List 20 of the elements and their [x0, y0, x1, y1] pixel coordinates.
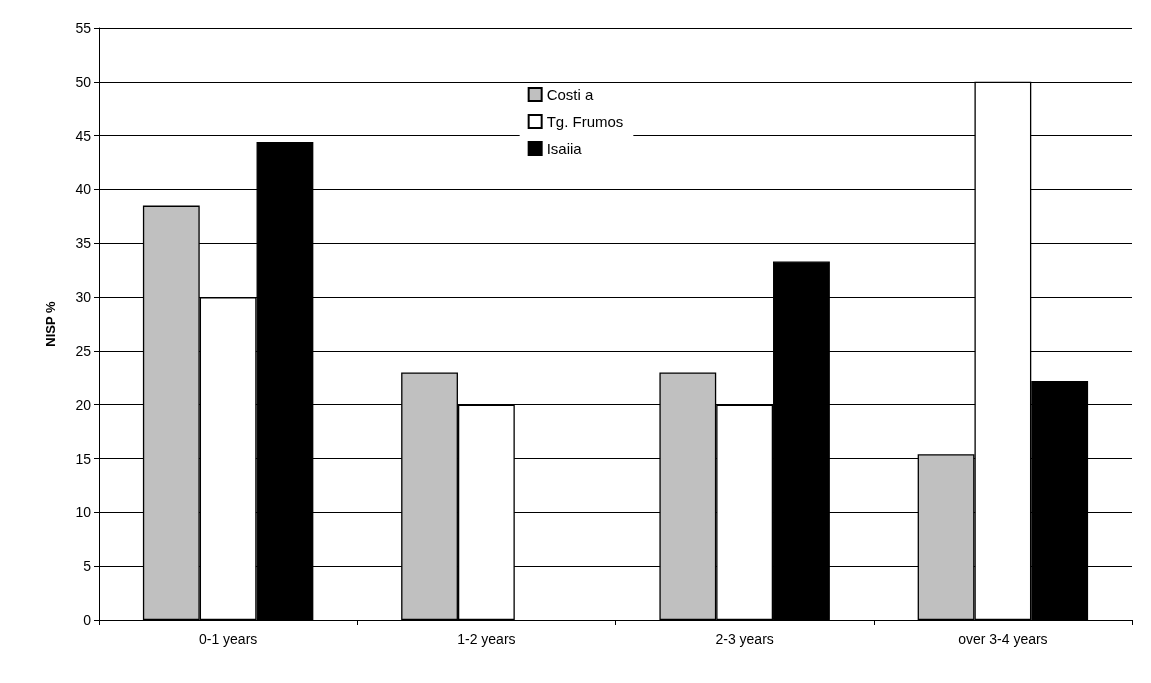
y-tick-label: 5	[83, 558, 92, 575]
y-tick-label: 45	[75, 127, 92, 144]
y-tick-label: 40	[75, 181, 92, 198]
legend-label: Isaiia	[546, 140, 583, 157]
legend-label: Tg. Frumos	[546, 113, 624, 130]
x-tick-label: 2-3 years	[715, 631, 774, 647]
x-tick-label: over 3-4 years	[958, 631, 1048, 647]
y-tick-label: 0	[83, 612, 92, 628]
y-tick-label: 55	[75, 20, 92, 36]
y-tick-label: 10	[75, 504, 92, 521]
x-tick-label: 0-1 years	[198, 631, 258, 647]
y-axis-title: NISP %	[43, 300, 58, 347]
y-tick-label: 15	[75, 450, 92, 467]
y-tick-label: 50	[75, 73, 92, 90]
y-tick-label: 35	[75, 235, 92, 252]
legend-label: Costi a	[546, 86, 594, 103]
y-tick-label: 25	[75, 342, 92, 359]
y-tick-label: 20	[75, 396, 92, 413]
x-tick-label: 1-2 years	[457, 631, 516, 647]
y-tick-label: 30	[75, 289, 92, 306]
